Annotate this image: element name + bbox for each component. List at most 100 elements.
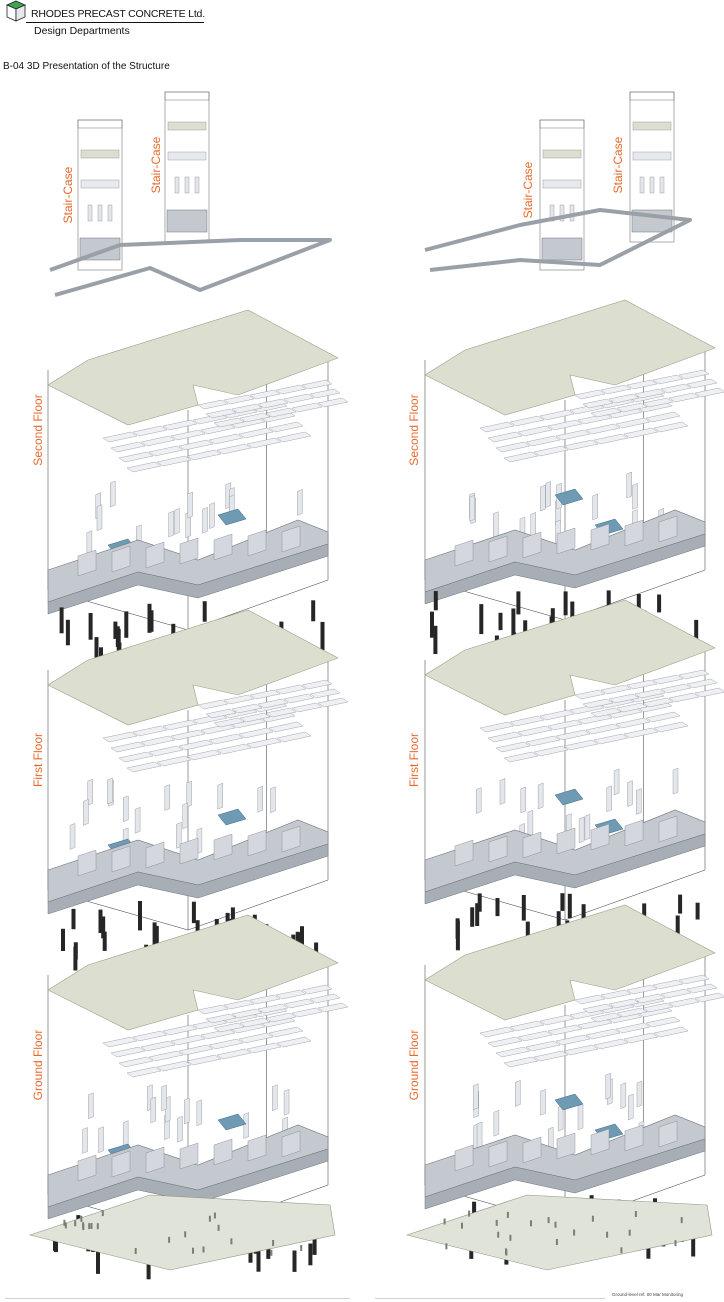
wall-panel [97, 505, 102, 531]
wall-panel [183, 803, 188, 829]
precast-column [568, 894, 572, 918]
floor-plank [284, 999, 314, 1008]
precast-column [321, 622, 325, 650]
wall-panel [165, 785, 170, 811]
floor-plank [111, 1047, 145, 1057]
floor-plank [575, 390, 605, 399]
floor-plank [187, 1055, 221, 1065]
floor-plank [488, 1037, 522, 1047]
floor-plank [496, 1047, 530, 1057]
foundation-stub [88, 1223, 90, 1229]
precast-column [516, 591, 520, 614]
floor-plank [217, 444, 251, 454]
floor-plank [669, 693, 699, 702]
floor-plank [217, 744, 251, 754]
wall-panel [88, 1093, 93, 1119]
label-first-floor: First Floor [31, 733, 45, 787]
floor-plank [526, 736, 560, 746]
foundation-stub [468, 1211, 470, 1217]
foundation-stub [556, 1239, 558, 1245]
wall-panel [578, 1104, 583, 1130]
stair-tower-top [630, 92, 674, 100]
foundation-stub [184, 1231, 186, 1237]
floor-plank [302, 380, 332, 389]
floor-plank [695, 388, 724, 397]
foundation-stub [620, 1247, 622, 1253]
floor-plank [540, 410, 574, 420]
floor-plank [575, 995, 605, 1004]
floor-plank [198, 1005, 228, 1014]
floor-plank [163, 720, 197, 730]
precast-column [113, 622, 117, 639]
wall-panel [270, 787, 275, 813]
wall-panel [108, 778, 113, 804]
wall-panel [636, 788, 641, 814]
staircase-assembly [425, 92, 690, 270]
precast-column [101, 917, 105, 939]
precast-column [72, 909, 76, 929]
wall-panel [515, 1080, 520, 1106]
floor-plank [292, 403, 322, 412]
floor-plank [310, 689, 340, 698]
floor-plank [654, 1027, 688, 1037]
wall-panel [493, 512, 498, 538]
foundation-stub [606, 1232, 608, 1238]
floor-plank [224, 695, 254, 704]
precast-column [607, 590, 611, 606]
floor-plank [247, 738, 281, 748]
floor-plank [624, 728, 658, 738]
wall-panel [627, 472, 632, 498]
foundation-stub [509, 1235, 511, 1241]
foundation-stub [168, 1237, 170, 1243]
precast-column [308, 1244, 312, 1266]
floor-plank [646, 1017, 680, 1027]
floor-plank [209, 734, 243, 744]
floor-plank [310, 994, 340, 1003]
floor-plank [277, 432, 311, 442]
wall-panel [297, 489, 302, 515]
wall-panel [83, 799, 88, 825]
stair-landing [168, 122, 206, 130]
foundation-stub [218, 1225, 220, 1231]
wall-panel [494, 1110, 499, 1136]
precast-column [499, 613, 503, 630]
stair-landing [543, 150, 581, 158]
foundation-stub [444, 1219, 446, 1225]
floor-plank [496, 442, 530, 452]
floor-plank [119, 1057, 153, 1067]
floor-plank [653, 375, 683, 384]
precast-column [96, 1249, 100, 1274]
precast-column [478, 893, 482, 911]
floor-plank [518, 1031, 552, 1041]
precast-column [138, 901, 142, 930]
precast-column [479, 604, 483, 634]
floor-plank [127, 462, 161, 472]
foundation-stub [497, 1232, 499, 1238]
floor-plank [149, 746, 183, 756]
floor-plank [149, 446, 183, 456]
stair-tower-top [540, 120, 584, 128]
stair-flight [218, 509, 246, 525]
floor-plank [119, 452, 153, 462]
foundation-stub [91, 1223, 93, 1229]
floor-plank [133, 726, 167, 736]
wall-panel [177, 1116, 182, 1142]
floor-plank [103, 432, 137, 442]
wall-panel [99, 1127, 104, 1153]
floor-plank [616, 718, 650, 728]
floor-plank [224, 395, 254, 404]
wall-panel [650, 177, 654, 193]
floor-plank [276, 685, 306, 694]
floor-plank [250, 995, 280, 1004]
wall-panel [540, 485, 545, 511]
stair-tower-top [78, 120, 122, 128]
precast-column [61, 929, 65, 951]
floor-plank [504, 1057, 538, 1067]
precast-column [89, 613, 93, 640]
floor-plank [594, 1039, 628, 1049]
stair-landing [633, 152, 671, 160]
wall-panel [637, 1081, 642, 1107]
floor-plank [302, 985, 332, 994]
precast-column [678, 895, 682, 914]
wall-panel [185, 177, 189, 193]
